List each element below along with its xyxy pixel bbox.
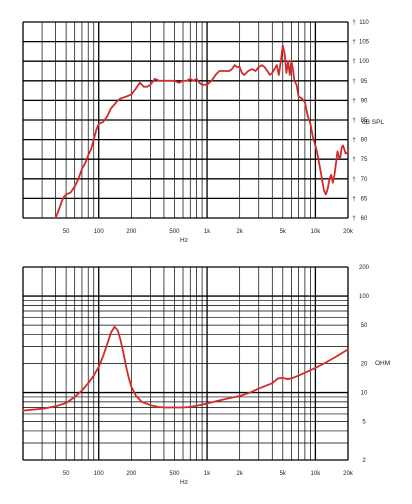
frequency-response-x-axis-label: Hz xyxy=(180,237,188,244)
y-tick-label: 90 xyxy=(361,98,368,104)
y-tick-label: 60 xyxy=(361,216,368,222)
x-tick-label: 20k xyxy=(343,229,354,235)
y-tick-label: 100 xyxy=(359,59,370,65)
y-tick-label: 2 xyxy=(362,458,366,464)
y-tick-label: 20 xyxy=(361,362,368,368)
y-tick-label: 105 xyxy=(359,40,370,46)
y-tick-label: 70 xyxy=(361,177,368,183)
x-tick-label: 2k xyxy=(236,229,243,235)
x-tick-label: 10k xyxy=(311,229,322,235)
x-tick-label: 500 xyxy=(169,471,180,477)
x-tick-label: 10k xyxy=(311,471,322,477)
frequency-response-y-axis-label: dB SPL xyxy=(362,119,384,126)
y-tick-mark: † xyxy=(352,79,355,85)
x-tick-label: 500 xyxy=(169,229,180,235)
y-tick-mark: † xyxy=(352,196,355,202)
impedance-chart: 50 100 200 500 1k 2k 5k 10k 20k 200 100 50 20 10 5 2 O… xyxy=(22,265,390,486)
x-tick-label: 2k xyxy=(236,471,243,477)
frequency-response-curve xyxy=(54,44,349,219)
impedance-y-axis-label: OHM xyxy=(375,360,390,367)
frequency-response-x-tick-labels: 50 100 200 500 1k 2k 5k 10k 20k xyxy=(63,229,354,235)
y-tick-mark: † xyxy=(352,40,355,46)
frequency-response-y-tick-labels: † 110 † 105 † 100 † 95 † 90 † 85 † 80 † 75 † 70 † 65 † 60 xyxy=(352,20,369,222)
y-tick-mark: † xyxy=(352,177,355,183)
impedance-y-tick-labels: 200 100 50 20 10 5 2 xyxy=(359,265,370,464)
y-tick-label: 80 xyxy=(361,138,368,144)
y-tick-mark: † xyxy=(352,118,355,124)
impedance-x-axis-label: Hz xyxy=(180,479,188,486)
x-tick-label: 50 xyxy=(63,471,70,477)
y-tick-mark: † xyxy=(352,157,355,163)
y-tick-mark: † xyxy=(352,20,355,26)
y-tick-label: 75 xyxy=(361,157,368,163)
y-tick-label: 95 xyxy=(361,79,368,85)
y-tick-label: 50 xyxy=(361,323,368,329)
x-tick-label: 100 xyxy=(94,229,105,235)
x-tick-label: 1k xyxy=(204,229,211,235)
y-tick-mark: † xyxy=(352,59,355,65)
y-tick-mark: † xyxy=(352,138,355,144)
y-tick-label: 200 xyxy=(359,265,370,271)
x-tick-label: 20k xyxy=(343,471,354,477)
x-tick-label: 50 xyxy=(63,229,70,235)
y-tick-label: 85 xyxy=(361,118,368,124)
x-tick-label: 200 xyxy=(126,471,137,477)
y-tick-label: 110 xyxy=(359,20,369,26)
x-tick-label: 100 xyxy=(94,471,105,477)
x-tick-label: 200 xyxy=(126,229,137,235)
y-tick-label: 10 xyxy=(361,391,368,397)
x-tick-label: 1k xyxy=(204,471,211,477)
x-tick-label: 5k xyxy=(280,471,287,477)
y-tick-label: 5 xyxy=(362,420,366,426)
frequency-response-chart: 50 100 200 500 1k 2k 5k 10k 20k † 110† 105† 100† 95†… xyxy=(22,20,384,244)
y-tick-label: 65 xyxy=(361,196,368,202)
impedance-curve xyxy=(22,325,349,412)
y-tick-mark: † xyxy=(352,98,355,104)
impedance-grid xyxy=(22,266,349,461)
impedance-x-tick-labels: 50 100 200 500 1k 2k 5k 10k 20k xyxy=(63,471,354,477)
x-tick-label: 5k xyxy=(280,229,287,235)
y-tick-mark: † xyxy=(352,216,355,222)
y-tick-label: 100 xyxy=(359,294,370,300)
